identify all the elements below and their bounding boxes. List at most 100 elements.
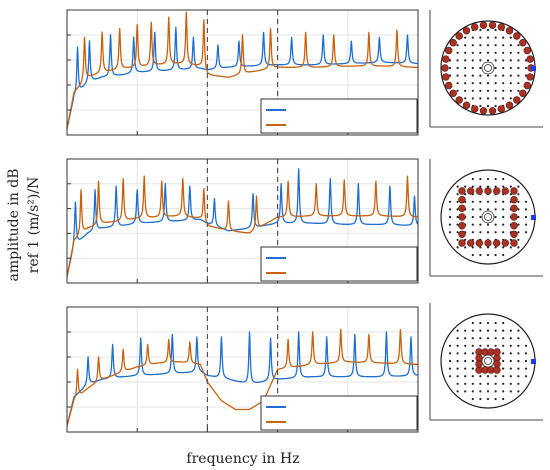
grid-dot — [486, 97, 490, 100]
grid-dot — [517, 352, 520, 355]
grid-dot — [479, 177, 482, 181]
vamm-mass — [445, 46, 453, 55]
grid-dot — [494, 321, 497, 325]
grid-dot — [502, 382, 505, 385]
grid-dot — [524, 367, 528, 370]
series-line-with-vamm — [66, 11, 419, 129]
grid-dot — [471, 223, 474, 226]
vamm-mass — [510, 196, 518, 204]
vamm-mass — [505, 27, 514, 35]
vamm-mass — [510, 239, 518, 247]
grid-dot — [471, 253, 474, 257]
grid-dot — [517, 193, 520, 196]
grid-dot — [486, 390, 490, 393]
vamm-mass — [449, 38, 457, 47]
grid-dot — [486, 253, 490, 257]
grid-dot — [471, 382, 474, 385]
grid-dot — [448, 200, 452, 203]
vamm-mass — [510, 222, 518, 230]
grid-dot — [524, 231, 528, 234]
grid-dot — [448, 352, 452, 355]
vamm-mass — [455, 32, 463, 40]
grid-dot — [494, 36, 497, 39]
grid-dot — [471, 97, 474, 100]
vamm-mass — [519, 38, 527, 47]
plot-frame — [66, 306, 419, 433]
vamm-mass — [513, 96, 521, 104]
grid-dot — [502, 344, 505, 347]
vamm-mass — [488, 107, 497, 115]
vamm-mass — [458, 230, 466, 239]
vamm-mass — [462, 101, 471, 109]
grid-dot — [464, 382, 467, 385]
grid-dot — [494, 329, 497, 332]
grid-dot — [479, 59, 482, 62]
grid-dot — [464, 51, 467, 54]
grid-dot — [456, 44, 459, 47]
grid-dot — [479, 390, 482, 393]
grid-dot — [479, 44, 482, 47]
vamm-mass — [442, 55, 450, 63]
grid-dot — [517, 337, 520, 340]
grid-dot — [464, 66, 467, 70]
grid-dot — [479, 231, 482, 234]
grid-dot — [471, 82, 474, 85]
grid-dot — [517, 82, 520, 85]
disk-diagram-1 — [429, 10, 543, 128]
vamm-mass — [475, 360, 483, 368]
grid-dot — [502, 177, 505, 181]
grid-dot — [456, 337, 459, 340]
disk-outline — [440, 313, 536, 409]
vamm-mass — [455, 96, 463, 104]
vamm-mass — [519, 89, 527, 98]
grid-dot — [479, 51, 482, 54]
grid-dot — [517, 59, 520, 62]
grid-dot — [509, 359, 512, 363]
grid-dot — [471, 44, 474, 47]
grid-dot — [486, 246, 490, 249]
grid-dot — [464, 352, 467, 355]
grid-dot — [456, 231, 459, 234]
grid-dot — [524, 375, 528, 378]
grid-dot — [486, 223, 490, 226]
grid-dot — [448, 367, 452, 370]
grid-dot — [448, 375, 452, 378]
grid-dot — [486, 337, 490, 340]
grid-dot — [494, 382, 497, 385]
grid-dot — [502, 359, 505, 363]
grid-dot — [486, 177, 490, 181]
grid-dot — [471, 329, 474, 332]
grid-dot — [494, 59, 497, 62]
vamm-mass — [510, 213, 518, 221]
grid-dot — [456, 208, 459, 211]
grid-dot — [471, 36, 474, 39]
vamm-mass — [475, 239, 483, 247]
grid-dot — [502, 89, 505, 92]
grid-dot — [502, 352, 505, 355]
grid-dot — [479, 28, 482, 32]
grid-dot — [479, 66, 482, 70]
vamm-mass — [445, 81, 453, 90]
grid-dot — [494, 44, 497, 47]
grid-dot — [471, 367, 474, 370]
grid-dot — [464, 337, 467, 340]
vamm-mass — [467, 239, 475, 247]
vamm-mass — [479, 107, 488, 115]
grid-dot — [517, 74, 520, 77]
grid-dot — [502, 208, 505, 211]
grid-dot — [486, 82, 490, 85]
grid-dot — [464, 193, 467, 196]
grid-dot — [494, 337, 497, 340]
grid-dot — [471, 89, 474, 92]
grid-dot — [509, 36, 512, 39]
vamm-mass — [505, 101, 514, 109]
excitation-marker — [531, 359, 536, 364]
grid-dot — [509, 367, 512, 370]
grid-dot — [509, 51, 512, 54]
excitation-marker — [531, 66, 536, 71]
grid-dot — [456, 246, 459, 249]
grid-dot — [456, 359, 459, 363]
grid-dot — [479, 82, 482, 85]
grid-dot — [502, 246, 505, 249]
grid-dot — [502, 82, 505, 85]
